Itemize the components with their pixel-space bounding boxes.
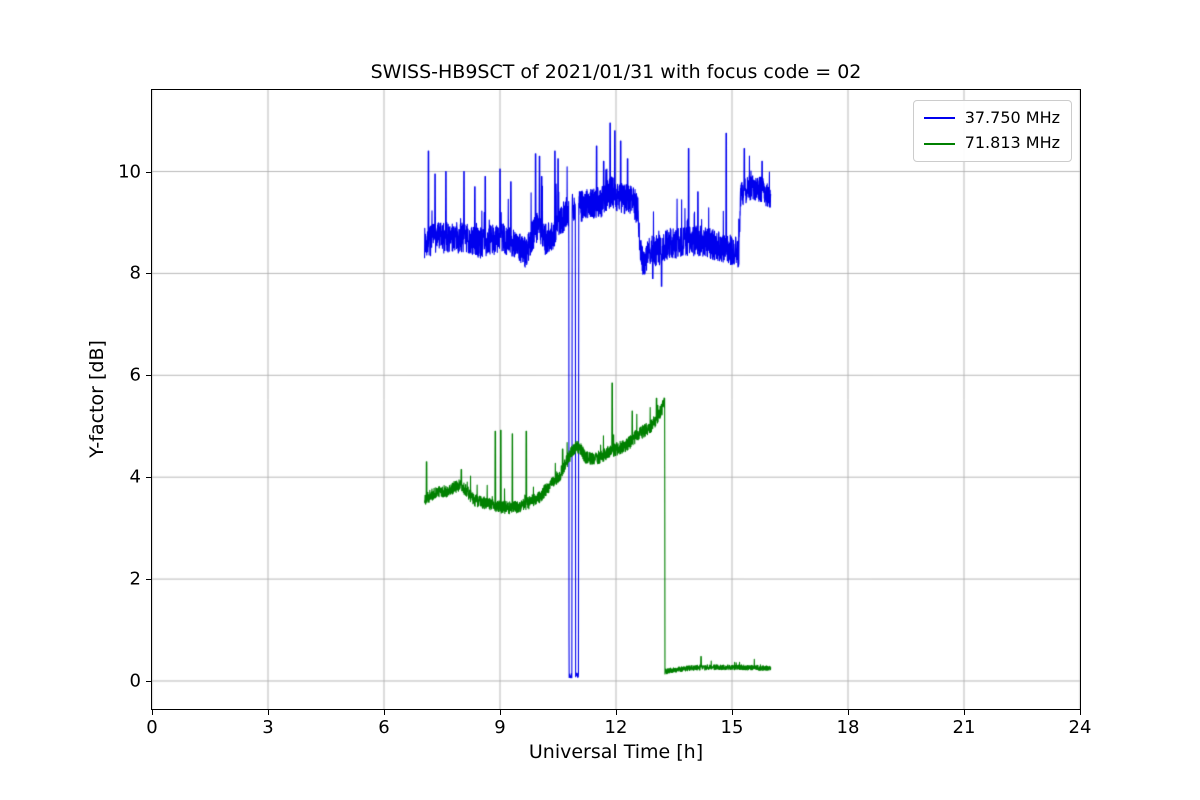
- x-tick-label: 6: [378, 717, 390, 738]
- legend-entry-37750: 37.750 MHz: [923, 108, 1060, 127]
- y-tick-mark: [146, 375, 151, 376]
- legend-line-swatch-37750: [923, 117, 955, 120]
- y-tick-label: 8: [129, 262, 141, 284]
- x-tick-mark: [732, 710, 733, 715]
- x-tick-mark: [500, 710, 501, 715]
- y-tick-mark: [146, 477, 151, 478]
- plot-canvas: [152, 90, 1080, 709]
- y-tick-label: 0: [129, 670, 141, 692]
- x-tick-mark: [616, 710, 617, 715]
- legend-label-37750: 37.750 MHz: [964, 108, 1060, 127]
- legend-entry-71813: 71.813 MHz: [923, 133, 1060, 153]
- x-tick-label: 24: [1068, 717, 1092, 738]
- y-tick-mark: [146, 172, 151, 173]
- legend-line-swatch-71813: [923, 142, 955, 145]
- legend-label-71813: 71.813 MHz: [964, 133, 1060, 153]
- x-tick-label: 21: [952, 717, 976, 738]
- x-tick-mark: [268, 710, 269, 715]
- x-tick-mark: [964, 710, 965, 715]
- y-tick-label: 2: [129, 568, 141, 590]
- legend: 37.750 MHz 71.813 MHz: [912, 100, 1072, 162]
- x-tick-mark: [848, 710, 849, 715]
- x-tick-mark: [1080, 710, 1081, 715]
- x-tick-label: 18: [836, 717, 860, 738]
- x-tick-label: 0: [146, 717, 158, 738]
- chart-title: SWISS-HB9SCT of 2021/01/31 with focus co…: [370, 61, 862, 83]
- y-axis-label: Y-factor [dB]: [86, 340, 108, 458]
- x-axis-label: Universal Time [h]: [528, 741, 704, 763]
- y-tick-mark: [146, 681, 151, 682]
- plot-area: 37.750 MHz 71.813 MHz: [151, 89, 1081, 710]
- y-tick-label: 4: [129, 466, 141, 488]
- x-tick-label: 15: [720, 717, 744, 738]
- x-tick-mark: [384, 710, 385, 715]
- y-tick-mark: [146, 579, 151, 580]
- y-tick-label: 10: [118, 161, 141, 182]
- x-tick-label: 12: [604, 717, 628, 738]
- x-tick-label: 9: [494, 717, 506, 738]
- y-tick-mark: [146, 273, 151, 274]
- y-tick-label: 6: [129, 364, 141, 386]
- x-tick-label: 3: [262, 717, 274, 738]
- x-tick-mark: [152, 710, 153, 715]
